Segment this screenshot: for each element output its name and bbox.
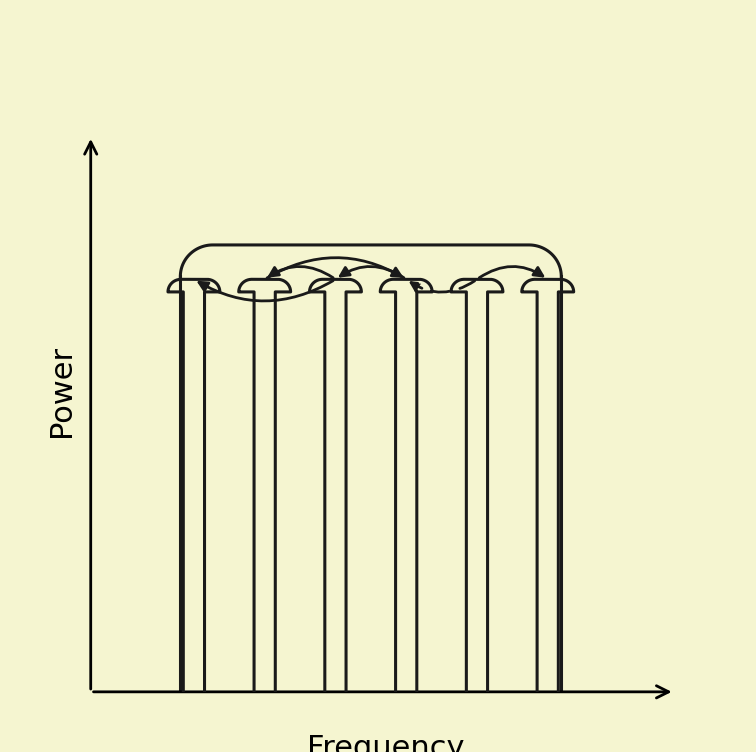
Text: Power: Power — [47, 345, 76, 437]
Text: Frequency: Frequency — [307, 734, 464, 752]
